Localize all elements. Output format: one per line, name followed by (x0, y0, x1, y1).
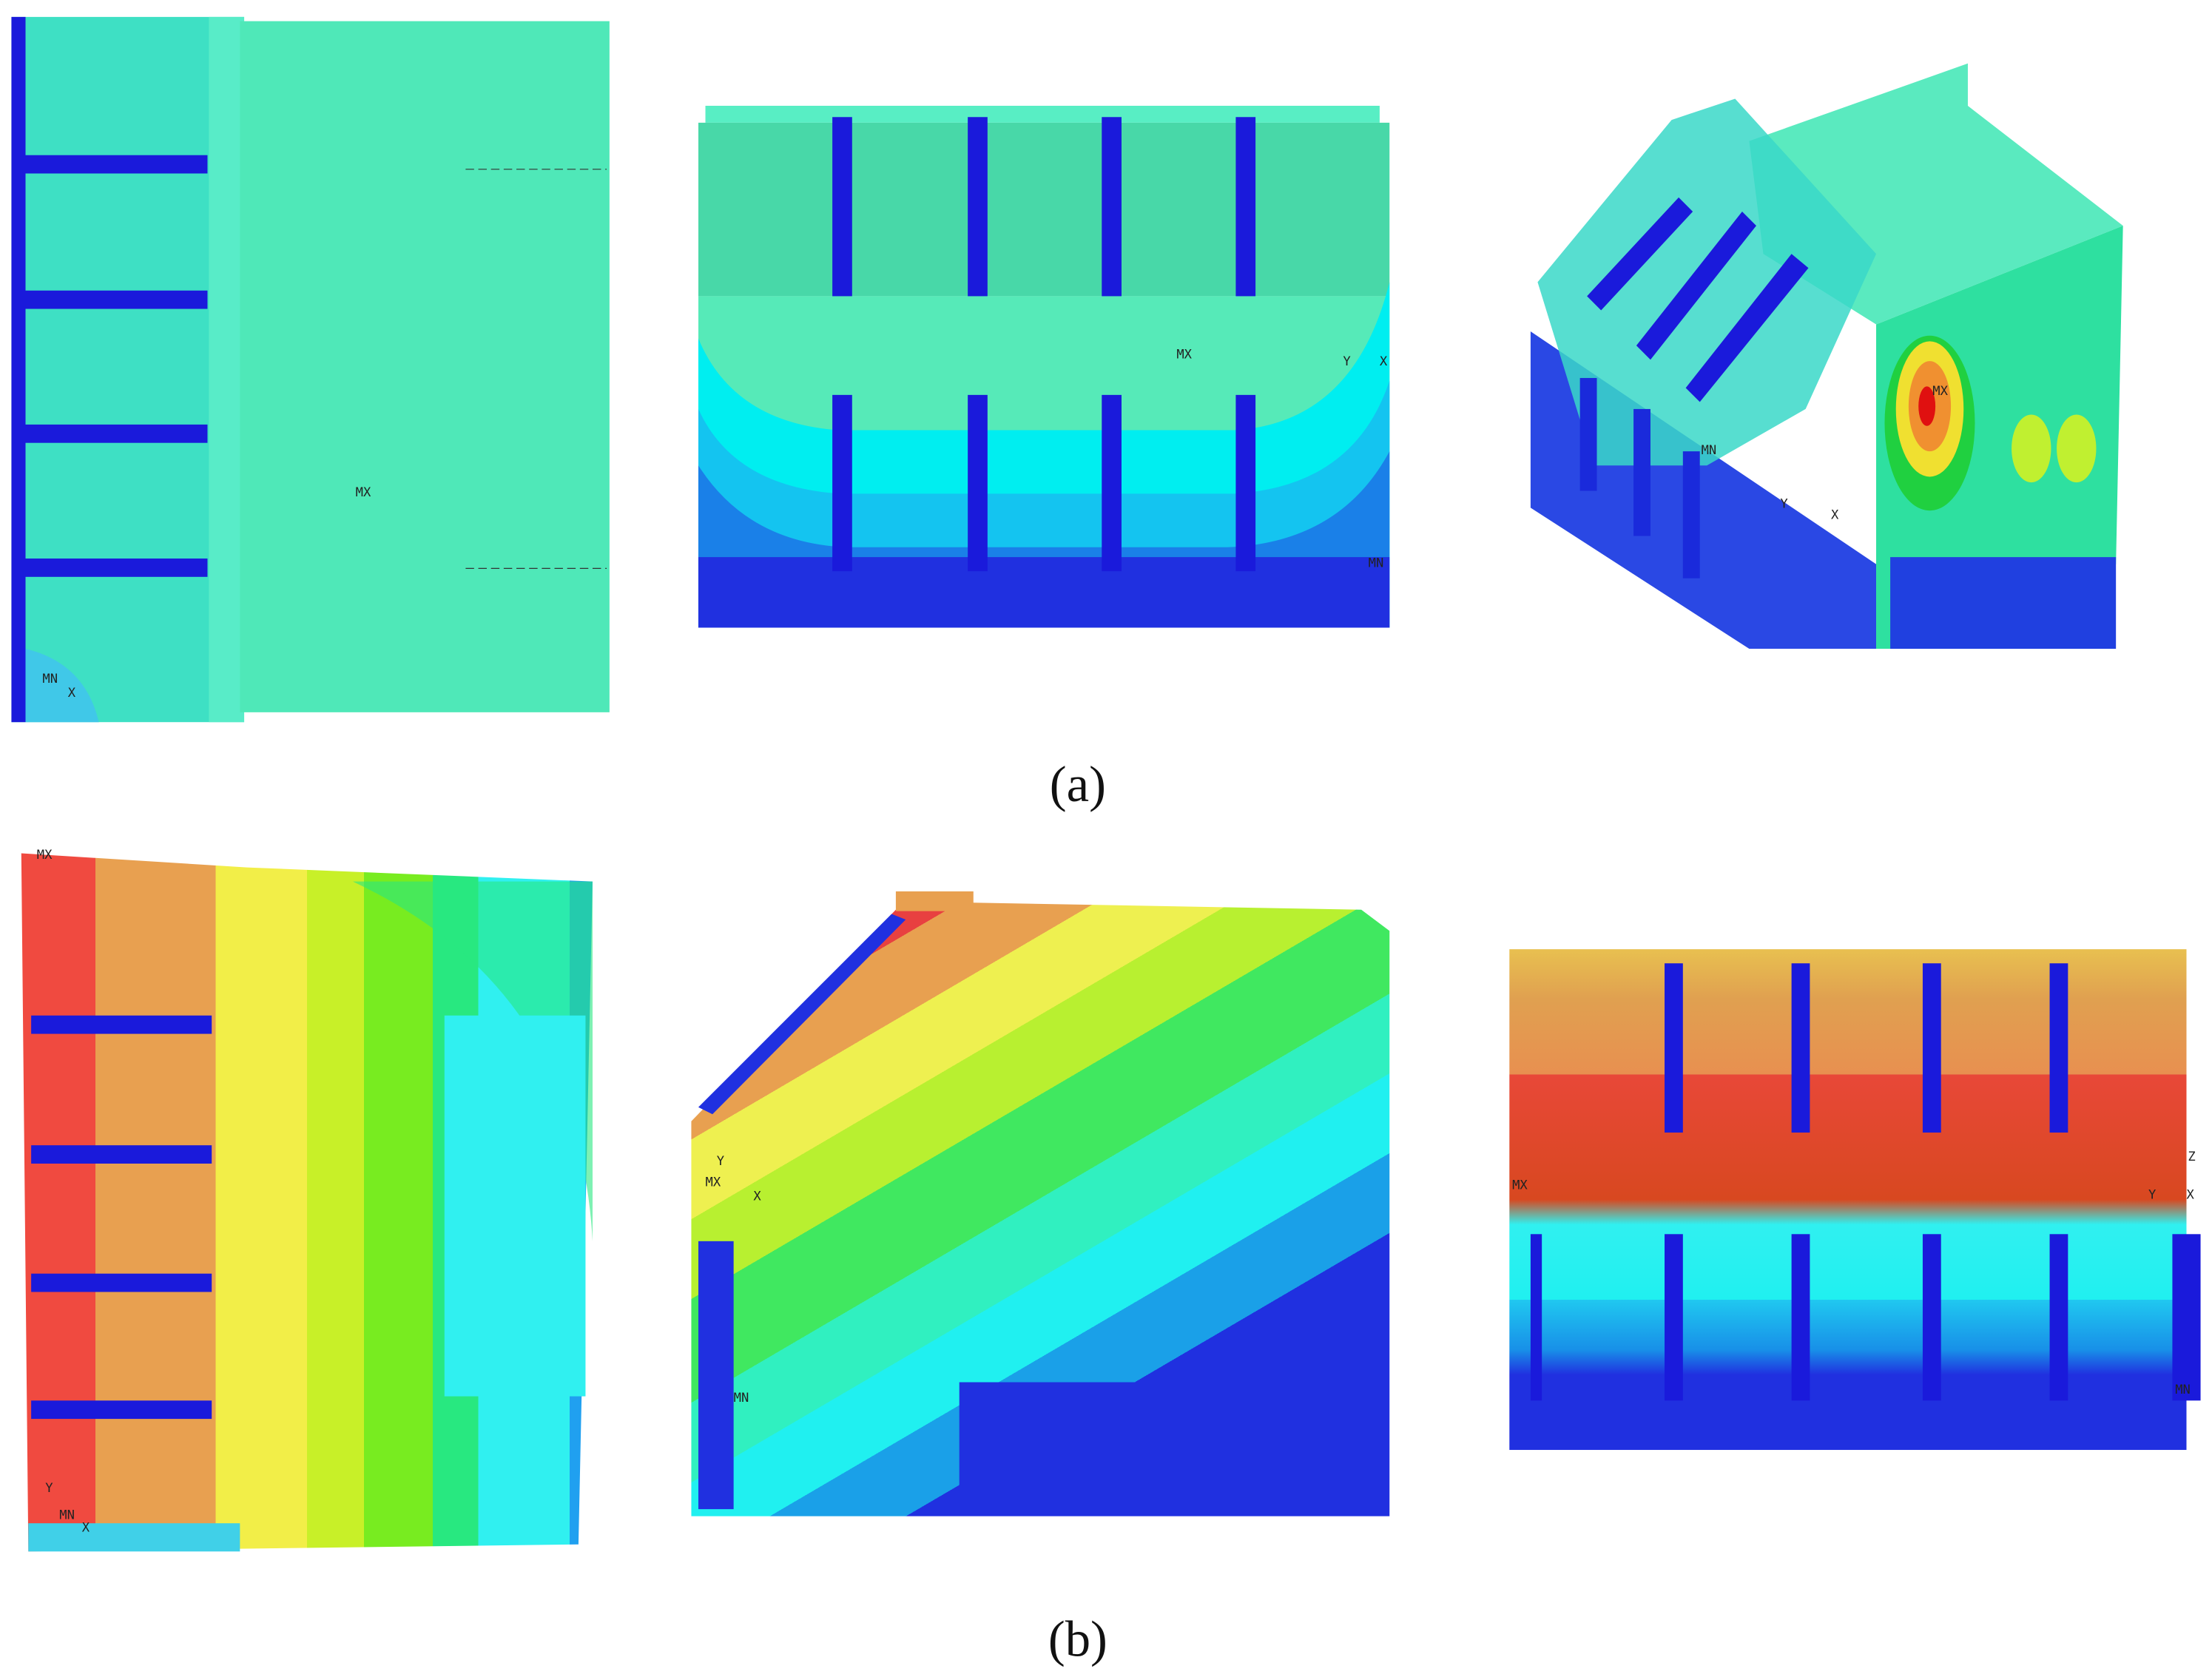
contour-region (691, 902, 1390, 1516)
contour-region (14, 424, 208, 443)
contour-region (968, 117, 988, 297)
view-label: MX (1512, 1178, 1528, 1192)
view-label: Z (2188, 1150, 2195, 1164)
contour-region (1665, 963, 1683, 1133)
contour-region (1791, 963, 1810, 1133)
contour-region (31, 1145, 212, 1164)
view-label: X (68, 686, 76, 701)
contour-region (14, 290, 208, 309)
view-label: X (82, 1521, 90, 1536)
view-label: X (753, 1190, 761, 1204)
contour-region (1918, 386, 1936, 426)
contour-region (1636, 211, 1756, 360)
view-b2: Y MX X MN (691, 891, 1390, 1516)
contour-region (31, 1273, 212, 1292)
view-label: X (1380, 354, 1388, 369)
contour-region (832, 117, 852, 297)
contour-region (1682, 451, 1700, 578)
contour-region (240, 21, 610, 712)
view-label: X (1831, 508, 1839, 523)
contour-region (25, 649, 99, 723)
view-a2: MX Y X MN (698, 105, 1390, 628)
contour-region (2057, 414, 2097, 483)
view-label: MX (37, 848, 53, 863)
view-label: X (2186, 1188, 2194, 1203)
view-b1: MX Y MN X (21, 848, 593, 1552)
contour-region (1509, 949, 2187, 1451)
view-b3: MX Z Y X MN (1509, 949, 2201, 1451)
contour-region (11, 16, 245, 723)
contour-region (698, 914, 906, 1115)
contour-region (1102, 117, 1122, 297)
contour-region (11, 16, 26, 723)
view-label: MX (1932, 384, 1948, 399)
contour-region (352, 881, 593, 1241)
view-label: Y (1343, 354, 1351, 369)
contour-region (31, 1015, 212, 1034)
contour-region (1587, 197, 1693, 311)
view-label: Y (45, 1481, 53, 1496)
caption: (b) (1048, 1610, 1107, 1667)
contour-region (968, 394, 988, 572)
contour-region (1685, 254, 1809, 402)
contour-region (1922, 1234, 1941, 1401)
view-a1: MX MN X (11, 16, 610, 723)
contour-region (1665, 1234, 1683, 1401)
contour-region (209, 16, 245, 723)
view-label: MN (734, 1391, 749, 1406)
view-label: Y (1780, 496, 1788, 511)
contour-region (1876, 226, 2123, 649)
contour-region (1235, 394, 1256, 572)
view-label: MN (1369, 556, 1384, 570)
contour-region (1791, 1234, 1810, 1401)
contour-region (14, 155, 208, 174)
contour-region (1633, 408, 1650, 536)
view-label: MN (42, 672, 58, 686)
view-label: MN (59, 1508, 75, 1522)
contour-region (1530, 1234, 1542, 1401)
contour-region (14, 559, 208, 577)
contour-region (1579, 377, 1597, 491)
contour-region (1235, 117, 1256, 297)
contour-region (2012, 414, 2051, 483)
contour-region (2049, 963, 2068, 1133)
contour-region (698, 1241, 734, 1510)
contour-region (1922, 963, 1941, 1133)
contour-region (698, 122, 1390, 297)
contour-region (698, 557, 1390, 628)
view-label: MN (1702, 443, 1717, 458)
contour-region (705, 105, 1380, 123)
contour-region (895, 891, 974, 911)
view-label: MX (706, 1175, 721, 1190)
caption: (a) (1050, 756, 1106, 812)
view-label: Y (717, 1154, 725, 1169)
contour-region (1890, 557, 2117, 649)
contour-region (1102, 394, 1122, 572)
contour-region (444, 1015, 586, 1397)
contour-region (959, 1382, 1383, 1496)
contour-region (832, 394, 852, 572)
contour-region (31, 1400, 212, 1420)
view-label: MX (1176, 347, 1192, 362)
view-label: MN (2175, 1383, 2191, 1397)
view-a3: MX MN Y X (1530, 63, 2123, 649)
contour-region (2172, 1234, 2201, 1401)
contour-region (2049, 1234, 2068, 1401)
contour-region (28, 1523, 240, 1552)
view-label: MX (356, 485, 371, 500)
view-label: Y (2148, 1188, 2157, 1203)
